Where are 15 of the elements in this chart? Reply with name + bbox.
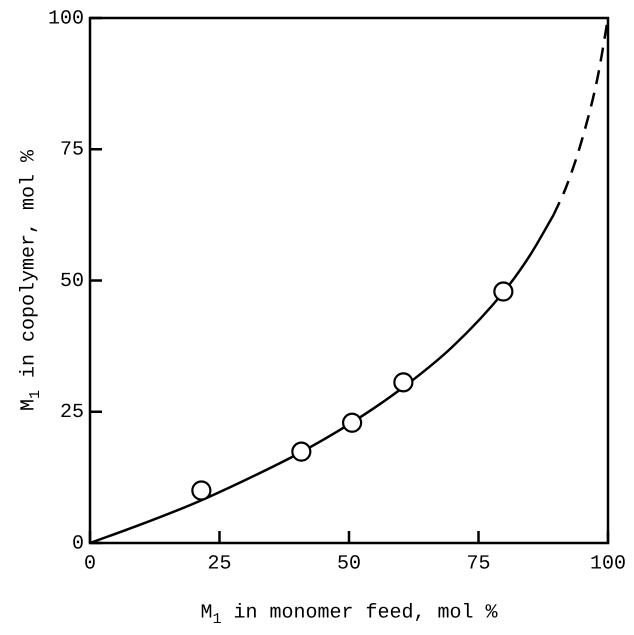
y-axis-title: M1 in copolymer, mol %	[17, 148, 44, 412]
point	[393, 372, 414, 392]
point	[191, 480, 212, 501]
y-tick-label: 75	[60, 138, 84, 162]
x-tick-label: 100	[590, 552, 626, 576]
y-tick-label: 0	[72, 532, 84, 556]
point	[291, 442, 312, 462]
point	[493, 281, 514, 302]
x-tick-label: 50	[336, 552, 362, 576]
point	[342, 412, 362, 433]
x-tick-label: 25	[207, 552, 232, 576]
y-tick-label: 50	[60, 270, 84, 293]
y-tick-label: 25	[60, 401, 84, 424]
x-tick-label: 75	[466, 552, 491, 576]
y-tick-label: 100	[48, 7, 84, 30]
